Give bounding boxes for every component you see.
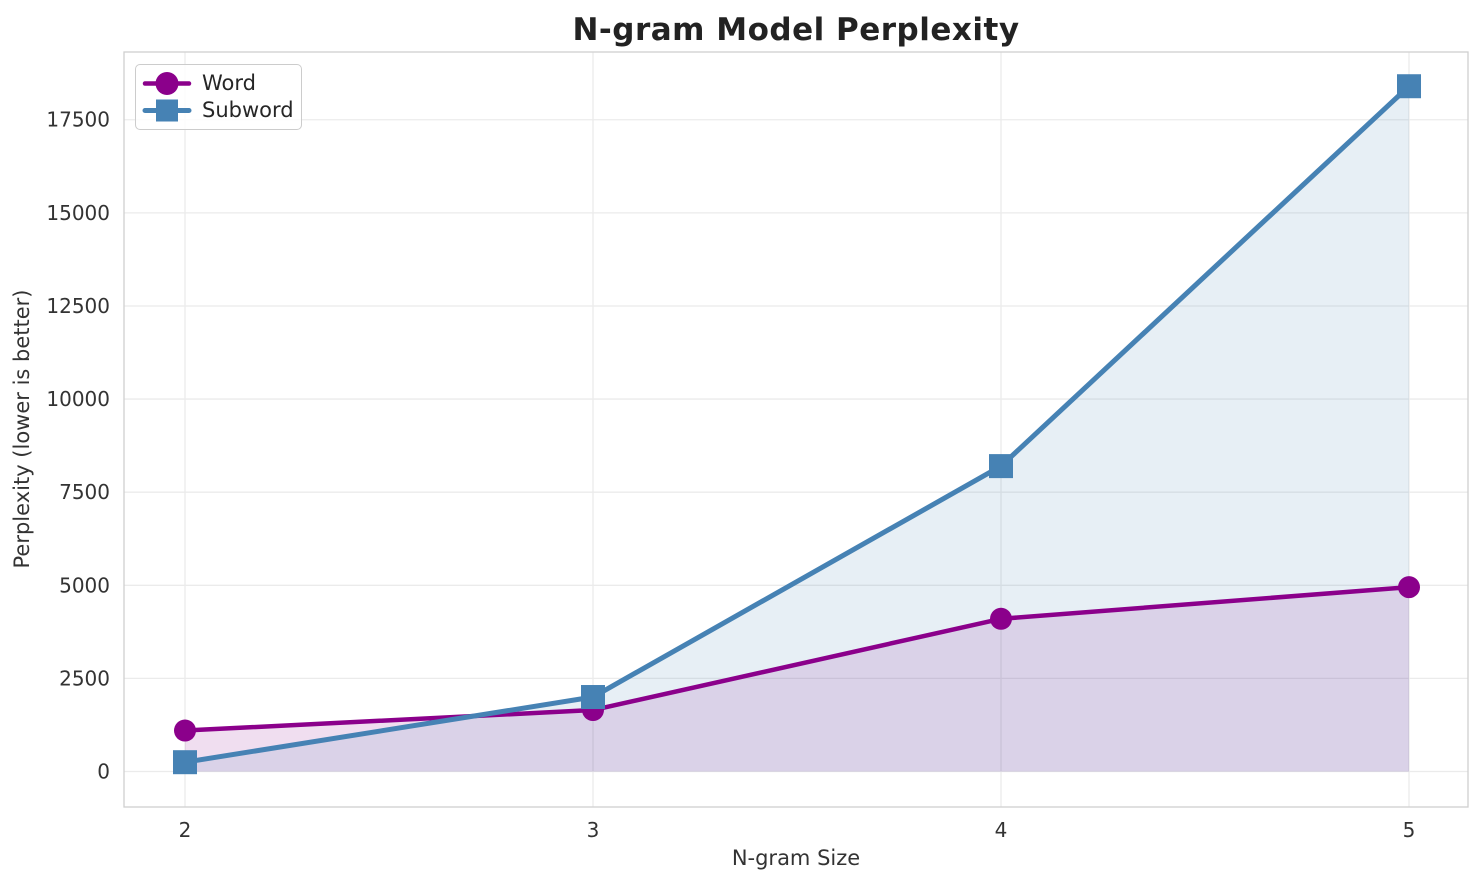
y-tick-label: 12500 bbox=[46, 294, 110, 318]
subword-marker-icon bbox=[142, 99, 192, 122]
legend-item-word: Word bbox=[142, 70, 291, 97]
y-tick-label: 10000 bbox=[46, 387, 110, 411]
x-tick-label: 3 bbox=[587, 818, 600, 842]
word-marker bbox=[990, 607, 1013, 630]
y-tick-label: 5000 bbox=[59, 573, 110, 597]
subword-marker bbox=[580, 685, 605, 710]
legend: Word Subword bbox=[135, 64, 302, 130]
subword-marker bbox=[172, 750, 197, 775]
y-tick-label: 7500 bbox=[59, 480, 110, 504]
axes-border bbox=[123, 51, 1469, 808]
y-tick-label: 17500 bbox=[46, 108, 110, 132]
word-marker bbox=[173, 719, 196, 742]
y-tick-label: 2500 bbox=[59, 666, 110, 690]
y-axis-label: Perplexity (lower is better) bbox=[10, 289, 34, 569]
subword-marker bbox=[1397, 74, 1422, 99]
x-tick-label: 5 bbox=[1403, 818, 1416, 842]
x-axis-label: N-gram Size bbox=[731, 846, 861, 870]
x-tick-label: 2 bbox=[179, 818, 192, 842]
chart-title: N-gram Model Perplexity bbox=[572, 12, 1020, 48]
x-tick-label: 4 bbox=[995, 818, 1008, 842]
subword-area-fill bbox=[184, 86, 1410, 772]
word-legend-marker bbox=[155, 72, 179, 95]
subword-marker bbox=[989, 454, 1014, 479]
word-area-fill bbox=[184, 587, 1410, 772]
y-tick-label: 15000 bbox=[46, 201, 110, 225]
subword-legend-marker bbox=[156, 99, 178, 122]
subword-line bbox=[182, 83, 1412, 765]
word-marker-icon bbox=[142, 72, 192, 95]
word-marker bbox=[1398, 576, 1421, 599]
word-line bbox=[182, 584, 1412, 733]
legend-label-subword: Subword bbox=[202, 98, 294, 122]
y-tick-label: 0 bbox=[97, 760, 110, 784]
legend-item-subword: Subword bbox=[142, 97, 294, 124]
legend-label-word: Word bbox=[202, 71, 256, 95]
